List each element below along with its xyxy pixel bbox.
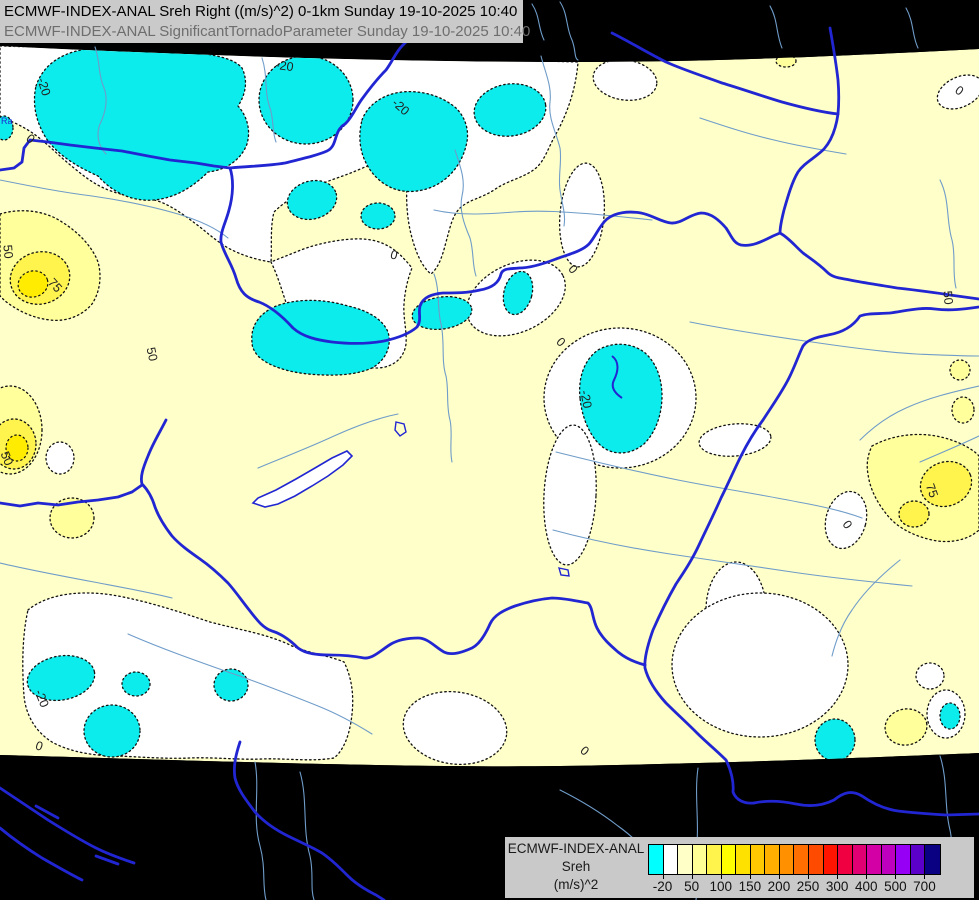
legend-model-label: ECMWF-INDEX-ANAL bbox=[507, 841, 645, 856]
legend-unit-label: (m/s)^2 bbox=[553, 877, 599, 892]
colorbar-cell bbox=[736, 845, 751, 874]
colorbar-cell bbox=[707, 845, 722, 874]
colorbar-cell bbox=[678, 845, 693, 874]
lake-balaton bbox=[251, 450, 354, 508]
legend-tick-mark bbox=[749, 873, 751, 879]
contour-value-label: -20 bbox=[32, 687, 52, 709]
legend-tick-value: 300 bbox=[825, 879, 849, 894]
legend-colorbar bbox=[648, 844, 941, 875]
colorbar-cell bbox=[765, 845, 780, 874]
legend-tick-value: 100 bbox=[709, 879, 733, 894]
legend-text-block: ECMWF-INDEX-ANAL Sreh (m/s)^2 bbox=[505, 840, 647, 894]
colorbar-cell bbox=[692, 845, 708, 874]
colorbar-cell bbox=[721, 845, 737, 874]
legend-tick-value: 150 bbox=[738, 879, 762, 894]
colorbar-cell bbox=[794, 845, 810, 874]
colorbar-cell bbox=[910, 845, 926, 874]
legend-tick-mark bbox=[662, 873, 664, 879]
contour-value-label: 50 bbox=[0, 244, 15, 259]
small-lake bbox=[611, 355, 623, 399]
contour-value-label: 50 bbox=[940, 290, 955, 305]
map-title-primary: ECMWF-INDEX-ANAL Sreh Right ((m/s)^2) 0-… bbox=[4, 3, 518, 20]
legend-tick-mark bbox=[778, 873, 780, 879]
major-rivers bbox=[0, 26, 979, 900]
small-lake bbox=[394, 421, 407, 437]
colorbar-cell bbox=[881, 845, 897, 874]
colorbar-cell bbox=[809, 845, 824, 874]
colorbar-cell bbox=[867, 845, 882, 874]
legend-tick-value: 50 bbox=[684, 879, 700, 894]
colorbar-cell bbox=[925, 845, 940, 874]
colorbar-cell bbox=[649, 845, 664, 874]
contour-value-label: -20 bbox=[34, 76, 53, 98]
contour-value-label: -20 bbox=[275, 58, 295, 74]
legend-tick-value: 250 bbox=[796, 879, 820, 894]
filled-contour-field bbox=[0, 46, 979, 767]
colorbar-cell bbox=[663, 845, 679, 874]
basemap-place-label: Ra bbox=[1, 116, 13, 126]
legend-tick-value: -20 bbox=[652, 879, 673, 894]
title-bar: ECMWF-INDEX-ANAL Sreh Right ((m/s)^2) 0-… bbox=[0, 0, 530, 43]
map-title-secondary: ECMWF-INDEX-ANAL SignificantTornadoParam… bbox=[4, 23, 531, 40]
contour-value-label: 50 bbox=[144, 346, 161, 363]
contour-value-label: 0 bbox=[389, 247, 399, 262]
legend-tick-mark bbox=[895, 873, 897, 879]
legend-tick-value: 500 bbox=[884, 879, 907, 894]
lakes bbox=[251, 355, 623, 577]
small-lake bbox=[558, 567, 570, 577]
contour-value-label: 50 bbox=[0, 449, 16, 467]
legend-panel: ECMWF-INDEX-ANAL Sreh (m/s)^2 -20 50 100 15… bbox=[505, 837, 974, 898]
colorbar-cell bbox=[779, 845, 795, 874]
legend-parameter-label: Sreh bbox=[561, 859, 591, 874]
legend-tick-mark bbox=[808, 873, 810, 879]
colorbar-cell bbox=[823, 845, 839, 874]
colorbar-cell bbox=[896, 845, 911, 874]
legend-tick-mark bbox=[691, 873, 693, 879]
contour-value-label: -20 bbox=[577, 389, 594, 409]
contour-value-label: 75 bbox=[923, 482, 941, 500]
legend-tick-mark bbox=[720, 873, 722, 879]
colorbar-cell bbox=[852, 845, 868, 874]
legend-tick-mark bbox=[924, 873, 926, 879]
legend-tick-value: 200 bbox=[767, 879, 791, 894]
legend-tick-value: 700 bbox=[913, 879, 936, 894]
contour-value-label: 0 bbox=[34, 738, 45, 753]
colorbar-cell bbox=[838, 845, 853, 874]
legend-tick-mark bbox=[837, 873, 839, 879]
colorbar-cell bbox=[750, 845, 766, 874]
yellow-100-cores bbox=[5, 270, 49, 462]
legend-tick-mark bbox=[866, 873, 868, 879]
legend-tick-value: 400 bbox=[854, 879, 878, 894]
